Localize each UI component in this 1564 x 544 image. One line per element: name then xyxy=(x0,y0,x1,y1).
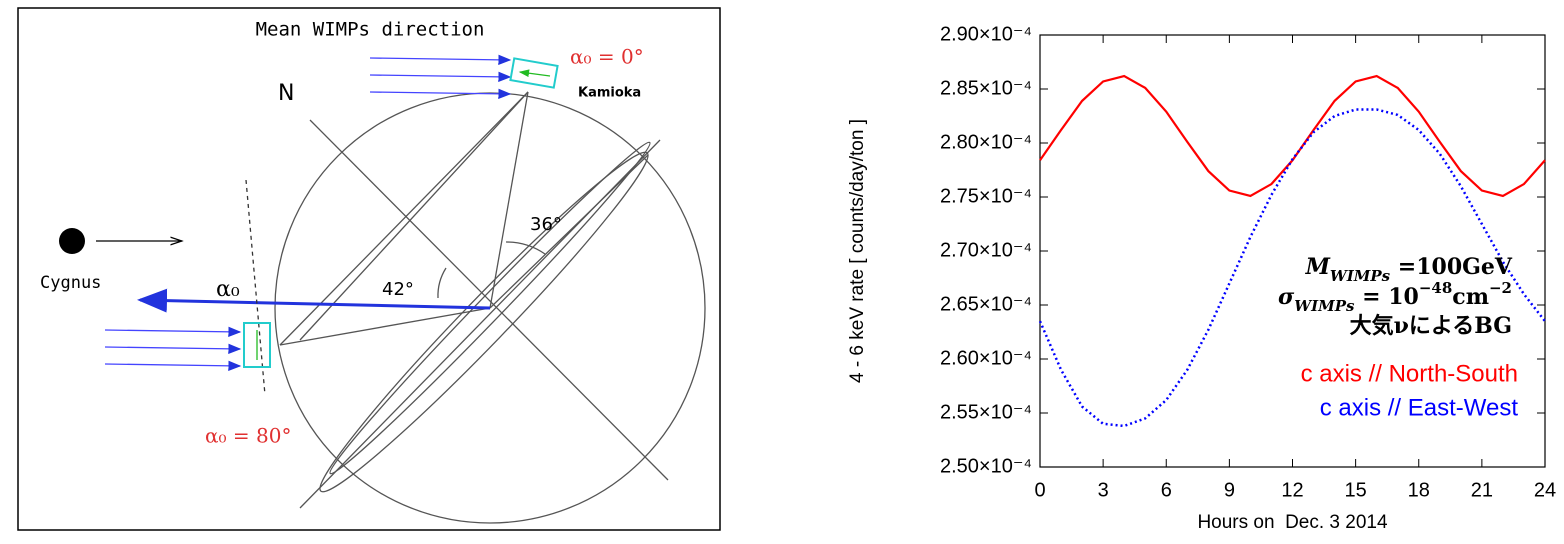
y-tick-label: 2.60×10⁻⁴ xyxy=(940,347,1032,369)
legend-entry: c axis // East-West xyxy=(1320,394,1519,421)
y-axis-label: 4 - 6 keV rate [ counts/day/ton ] xyxy=(847,119,868,383)
annotation-part: σ xyxy=(1278,284,1295,310)
annotation-part: 大気νによるBG xyxy=(1350,313,1512,339)
label: α₀ = 80° xyxy=(205,424,291,448)
x-tick-label: 15 xyxy=(1345,479,1367,501)
y-tick-label: 2.80×10⁻⁴ xyxy=(940,131,1032,153)
series-line xyxy=(1040,76,1545,196)
x-tick-label: 21 xyxy=(1471,479,1493,501)
annotation: σWIMPs = 10−48cm−2 xyxy=(1278,279,1512,315)
y-tick-label: 2.70×10⁻⁴ xyxy=(940,239,1032,261)
diagram-title: Mean WIMPs direction xyxy=(256,19,485,41)
label: Cygnus xyxy=(40,273,101,293)
annotation-part: M xyxy=(1305,254,1331,280)
annotation: 大気νによるBG xyxy=(1350,313,1512,339)
x-tick-label: 3 xyxy=(1098,479,1109,501)
annotation-part: =100GeV xyxy=(1390,254,1513,280)
annotation-part: cm xyxy=(1452,284,1489,310)
x-tick-label: 6 xyxy=(1161,479,1172,501)
chart: 2.50×10⁻⁴ 2.55×10⁻⁴ 2.60×10⁻⁴ 2.65×10⁻⁴ 2.70… xyxy=(847,23,1556,533)
y-tick-label: 2.85×10⁻⁴ xyxy=(940,77,1032,99)
annotation-part: WIMPs xyxy=(1294,297,1355,315)
x-tick-label: 12 xyxy=(1281,479,1303,501)
annotation-part: WIMPs xyxy=(1330,267,1391,285)
x-tick-label: 24 xyxy=(1534,479,1556,501)
y-tick-label: 2.65×10⁻⁴ xyxy=(940,293,1032,315)
label: α₀ = 0° xyxy=(570,45,644,69)
x-tick-label: 9 xyxy=(1224,479,1235,501)
page: Mean WIMPs direction α₀ = 0° Kamioka N C… xyxy=(0,0,1564,544)
annotation-part: −48 xyxy=(1419,279,1452,297)
x-axis-label: Hours on Dec. 3 2014 xyxy=(1197,512,1388,533)
y-tick-label: 2.90×10⁻⁴ xyxy=(940,23,1032,45)
label: 36° xyxy=(530,214,562,235)
figure: Mean WIMPs direction α₀ = 0° Kamioka N C… xyxy=(0,0,1564,540)
x-tick-label: 0 xyxy=(1034,479,1045,501)
legend-entry: c axis // North-South xyxy=(1301,360,1518,387)
annotation: MWIMPs =100GeV xyxy=(1305,254,1513,285)
x-tick-label: 18 xyxy=(1408,479,1430,501)
label: N xyxy=(278,81,294,106)
label: Kamioka xyxy=(578,86,641,101)
annotation-part: = 10 xyxy=(1354,284,1418,310)
label: α₀ xyxy=(216,277,240,302)
y-tick-label: 2.75×10⁻⁴ xyxy=(940,185,1032,207)
y-tick-label: 2.50×10⁻⁴ xyxy=(940,455,1032,477)
cygnus-dot xyxy=(59,228,85,254)
y-tick-label: 2.55×10⁻⁴ xyxy=(940,401,1032,423)
annotation-part: −2 xyxy=(1489,279,1512,297)
diagram: Mean WIMPs direction α₀ = 0° Kamioka N C… xyxy=(18,8,720,530)
label: 42° xyxy=(382,279,414,300)
